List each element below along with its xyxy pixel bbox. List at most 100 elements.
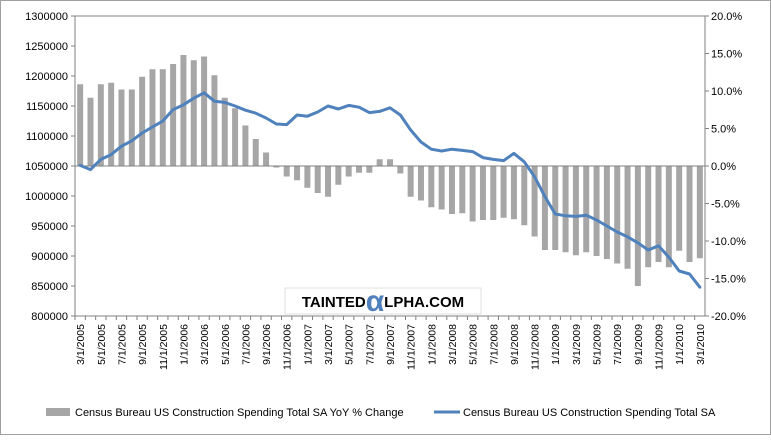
x-tick-label: 1/1/2010 (674, 324, 686, 365)
yoy-bar (417, 166, 424, 201)
yoy-bar (87, 97, 94, 166)
yoy-bar (356, 166, 363, 173)
yoy-bar (448, 166, 455, 214)
x-tick-label: 3/1/2009 (571, 324, 583, 365)
left-y-axis: 1300000 1250000 1200000 1150000 1100000 10500… (25, 11, 75, 323)
right-tick-label: -10.0% (711, 236, 746, 248)
yoy-bar (614, 166, 621, 264)
x-tick-label: 3/1/2010 (695, 324, 707, 365)
x-tick-label: 9/1/2007 (385, 324, 397, 365)
legend-line-label: Census Bureau US Construction Spending T… (463, 407, 716, 419)
x-tick-label: 9/1/2009 (633, 324, 645, 365)
yoy-bar (283, 166, 290, 177)
x-tick-label: 11/1/2006 (282, 324, 294, 370)
left-tick-label: 1250000 (25, 41, 68, 53)
yoy-bar (170, 64, 177, 166)
legend-bar-label: Census Bureau US Construction Spending T… (75, 407, 404, 419)
x-tick-label: 7/1/2007 (364, 324, 376, 365)
yoy-bar (676, 166, 683, 251)
yoy-bar (273, 166, 280, 168)
yoy-bar (201, 56, 208, 166)
right-tick-label: 0.0% (711, 161, 736, 173)
watermark-text-before: TAINTED (302, 294, 366, 311)
yoy-bar (624, 166, 631, 269)
yoy-bar (242, 125, 249, 166)
yoy-bar (325, 166, 332, 197)
left-tick-label: 900000 (31, 251, 68, 263)
x-tick-label: 1/1/2008 (426, 324, 438, 365)
yoy-bar (562, 166, 569, 253)
right-tick-label: 5.0% (711, 124, 736, 136)
yoy-bar (510, 166, 517, 220)
yoy-bar (531, 166, 538, 237)
yoy-bar (603, 166, 610, 259)
x-tick-label: 11/1/2009 (654, 324, 666, 370)
yoy-bar (407, 166, 414, 197)
x-tick-label: 3/1/2008 (447, 324, 459, 365)
yoy-bar (118, 89, 125, 166)
x-tick-label: 5/1/2006 (220, 324, 232, 365)
spending-line (78, 91, 702, 289)
yoy-bar (211, 75, 218, 166)
x-tick-label: 5/1/2007 (344, 324, 356, 365)
x-tick-label: 7/1/2008 (488, 324, 500, 365)
x-tick-label: 5/1/2005 (96, 324, 108, 365)
left-tick-label: 1000000 (25, 191, 68, 203)
yoy-bar (459, 166, 466, 214)
yoy-bar (438, 166, 445, 210)
x-tick-label: 11/1/2005 (158, 324, 170, 370)
right-tick-label: -5.0% (711, 199, 740, 211)
x-tick-label: 7/1/2005 (116, 324, 128, 365)
x-tick-label: 3/1/2006 (199, 324, 211, 365)
yoy-bar (387, 159, 393, 166)
x-tick-label: 7/1/2009 (612, 324, 624, 365)
right-y-axis: 20.0% 15.0% 10.0% 5.0% 0.0% -5.0% -10.0% -15.0%… (705, 11, 746, 323)
legend-bar-swatch (46, 408, 70, 416)
left-tick-label: 1150000 (26, 101, 68, 113)
yoy-bar (593, 166, 600, 256)
yoy-bar (572, 166, 579, 256)
yoy-bar (345, 166, 352, 177)
yoy-bar (335, 166, 342, 185)
right-tick-label: -15.0% (711, 274, 746, 286)
x-tick-label: 7/1/2006 (240, 324, 252, 365)
yoy-bar (366, 166, 373, 173)
left-tick-label: 1100000 (26, 131, 68, 143)
yoy-bar (128, 89, 135, 166)
watermark-text: TAINTEDαLPHA.COM (302, 285, 464, 318)
yoy-bar (252, 139, 259, 166)
yoy-bars (75, 55, 705, 286)
yoy-bar (500, 166, 507, 218)
yoy-bar (696, 166, 703, 259)
yoy-bar (665, 166, 672, 268)
yoy-bar (428, 166, 435, 208)
right-tick-label: -20.0% (711, 311, 746, 323)
x-tick-label: 9/1/2006 (261, 324, 273, 365)
yoy-bar (108, 82, 115, 166)
right-tick-label: 20.0% (711, 11, 742, 23)
x-tick-label: 11/1/2007 (406, 324, 418, 370)
x-tick-label: 1/1/2009 (550, 324, 562, 365)
spending-line-layer (78, 91, 702, 289)
yoy-bar (397, 166, 404, 174)
x-tick-label: 3/1/2005 (75, 324, 87, 365)
plot-area-border (74, 15, 706, 317)
x-tick-label: 9/1/2008 (509, 324, 521, 365)
left-tick-label: 850000 (31, 281, 68, 293)
yoy-bar (304, 166, 311, 188)
yoy-bar (583, 166, 590, 253)
left-tick-label: 950000 (31, 221, 68, 233)
right-tick-label: 10.0% (711, 86, 742, 98)
yoy-bar (552, 166, 559, 250)
chart-legend: Census Bureau US Construction Spending T… (46, 407, 716, 419)
x-tick-label: 3/1/2007 (323, 324, 335, 365)
taintedalpha-watermark: TAINTEDαLPHA.COM (284, 285, 482, 318)
yoy-bar (232, 108, 239, 166)
yoy-bar (521, 166, 528, 226)
right-tick-label: 15.0% (711, 49, 742, 61)
x-axis: 3/1/2005 5/1/2005 7/1/2005 9/1/2005 11/1/200… (74, 316, 707, 370)
x-tick-label: 1/1/2007 (302, 324, 314, 365)
watermark-background (284, 287, 482, 315)
